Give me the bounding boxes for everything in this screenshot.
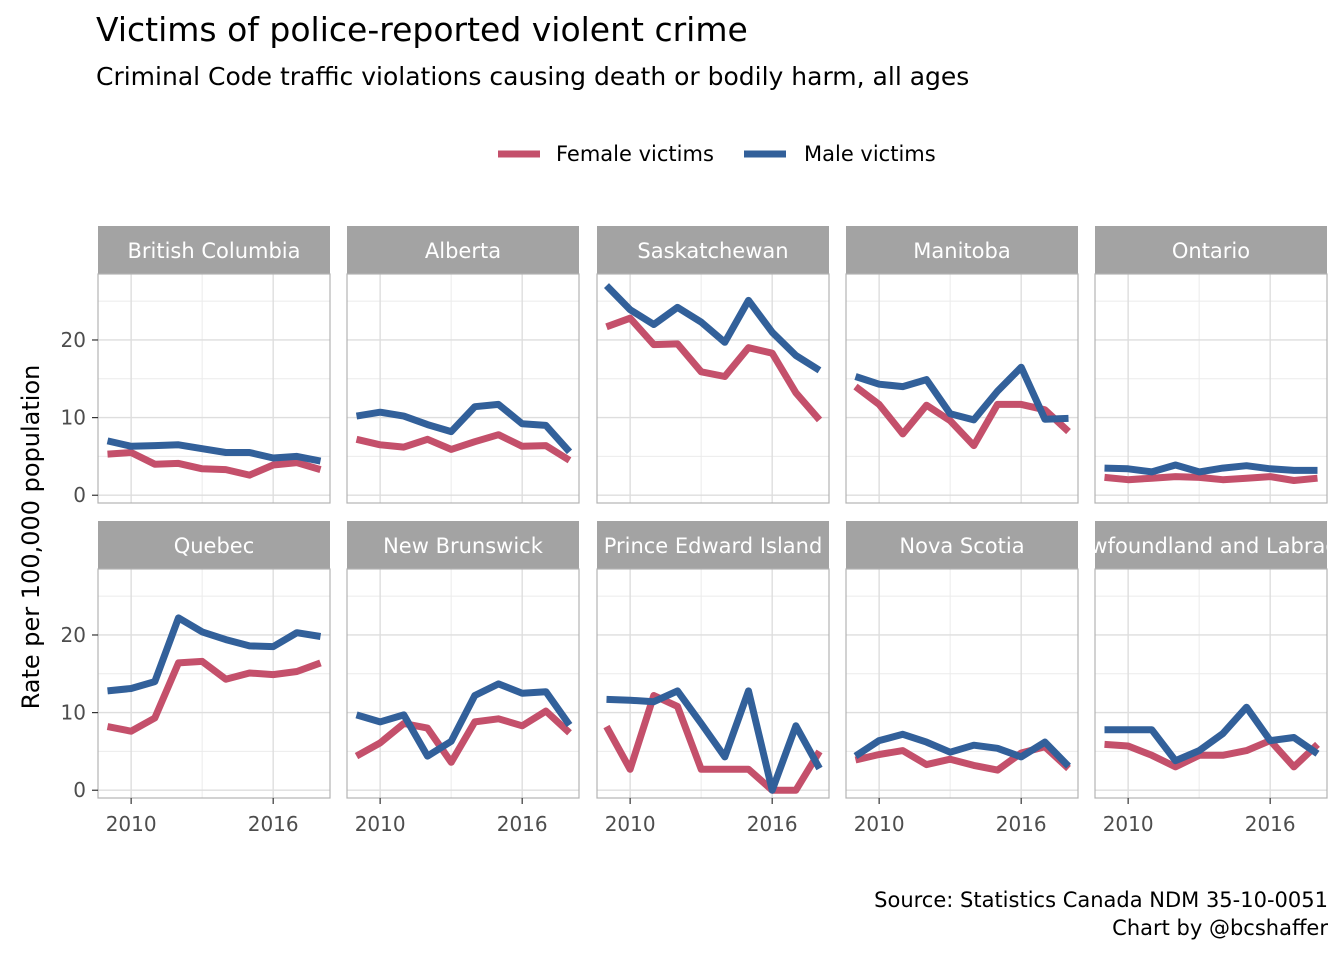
y-tick-label: 0 — [73, 778, 86, 802]
legend-label-female-victims: Female victims — [556, 142, 714, 166]
series-line-female-victims-alberta — [355, 431, 572, 464]
chart-caption: Source: Statistics Canada NDM 35-10-0051… — [874, 886, 1328, 942]
y-tick-label: 20 — [61, 328, 86, 352]
x-tick-label: 2010 — [106, 812, 157, 836]
panel-newfoundland-and-labrador: Newfoundland and Labrador 2010 2016 — [1062, 521, 1344, 836]
strip-alberta — [347, 226, 579, 274]
strip-label-new-brunswick: New Brunswick — [383, 534, 544, 558]
strip-newfoundland-and-labrador — [1095, 521, 1327, 569]
panel-border-new-brunswick — [346, 568, 580, 799]
y-axis-title: Rate per 100,000 population — [17, 365, 45, 710]
series-line-male-victims-newfoundland-and-labrador — [1104, 703, 1320, 765]
panel-prince-edward-island: Prince Edward Island 2010 2016 — [596, 521, 830, 836]
series-line-female-victims-prince-edward-island — [603, 692, 823, 794]
series-line-female-victims-british-columbia — [107, 449, 322, 479]
strip-nova-scotia — [846, 521, 1078, 569]
y-tick-label: 0 — [73, 483, 86, 507]
series-line-male-victims-prince-edward-island — [606, 687, 823, 794]
panel-new-brunswick: New Brunswick 2010 2016 — [346, 521, 580, 836]
series-line-male-victims-ontario — [1104, 461, 1318, 476]
panel-border-saskatchewan — [596, 273, 830, 504]
panel-border-nova-scotia — [845, 568, 1079, 799]
panel-alberta: Alberta — [346, 226, 580, 504]
series-line-female-victims-quebec — [106, 657, 322, 735]
series-line-male-victims-new-brunswick — [355, 680, 573, 760]
chart-subtitle: Criminal Code traffic violations causing… — [96, 62, 970, 91]
panel-manitoba: Manitoba — [845, 226, 1079, 504]
strip-saskatchewan — [597, 226, 829, 274]
x-tick-label: 2010 — [355, 812, 406, 836]
x-tick-label: 2016 — [747, 812, 798, 836]
panel-nova-scotia: Nova Scotia 2010 2016 — [845, 521, 1079, 836]
series-line-female-victims-saskatchewan — [605, 314, 823, 423]
x-tick-label: 2016 — [996, 812, 1047, 836]
panel-border-ontario — [1094, 273, 1328, 504]
x-tick-label: 2016 — [1245, 812, 1296, 836]
strip-british-columbia — [98, 226, 330, 274]
panel-border-british-columbia — [97, 273, 331, 504]
panel-saskatchewan: Saskatchewan — [596, 226, 830, 504]
strip-new-brunswick — [347, 521, 579, 569]
legend-label-male-victims: Male victims — [804, 142, 936, 166]
x-tick-label: 2010 — [1103, 812, 1154, 836]
series-line-female-victims-ontario — [1104, 473, 1318, 484]
series-line-female-victims-new-brunswick — [354, 707, 572, 766]
panel-quebec: Quebec 0 10 20 2010 2016 — [61, 521, 331, 836]
panel-british-columbia: British Columbia 0 10 20 — [61, 226, 331, 507]
strip-label-ontario: Ontario — [1172, 239, 1250, 263]
series-line-male-victims-saskatchewan — [603, 283, 822, 374]
x-tick-label: 2010 — [854, 812, 905, 836]
y-tick-label: 10 — [61, 406, 86, 430]
panel-border-prince-edward-island — [596, 568, 830, 799]
strip-prince-edward-island — [597, 521, 829, 569]
series-line-male-victims-quebec — [107, 614, 322, 695]
strip-quebec — [98, 521, 330, 569]
x-tick-label: 2016 — [497, 812, 548, 836]
strip-label-saskatchewan: Saskatchewan — [637, 239, 788, 263]
chart-title: Victims of police-reported violent crime — [96, 10, 748, 49]
strip-label-nova-scotia: Nova Scotia — [899, 534, 1024, 558]
series-line-male-victims-alberta — [355, 400, 573, 455]
strip-label-quebec: Quebec — [174, 534, 255, 558]
series-line-male-victims-manitoba — [854, 363, 1069, 424]
y-tick-label: 10 — [61, 701, 86, 725]
panel-border-manitoba — [845, 273, 1079, 504]
source-note: Source: Statistics Canada NDM 35-10-0051 — [874, 888, 1328, 912]
panel-border-newfoundland-and-labrador — [1094, 568, 1328, 799]
strip-label-manitoba: Manitoba — [913, 239, 1010, 263]
x-tick-label: 2016 — [248, 812, 299, 836]
strip-label-british-columbia: British Columbia — [127, 239, 300, 263]
panel-border-alberta — [346, 273, 580, 504]
strip-ontario — [1095, 226, 1327, 274]
credit-note: Chart by @bcshaffer — [1112, 916, 1328, 940]
strip-label-prince-edward-island: Prince Edward Island — [604, 534, 823, 558]
series-line-male-victims-nova-scotia — [853, 730, 1072, 769]
x-tick-label: 2010 — [605, 812, 656, 836]
strip-label-alberta: Alberta — [425, 239, 501, 263]
series-line-male-victims-british-columbia — [106, 437, 322, 465]
strip-label-newfoundland-and-labrador: Newfoundland and Labrador — [1062, 534, 1344, 558]
series-line-female-victims-manitoba — [853, 383, 1071, 450]
panel-ontario: Ontario — [1094, 226, 1328, 504]
series-line-female-victims-newfoundland-and-labrador — [1104, 737, 1320, 771]
strip-manitoba — [846, 226, 1078, 274]
y-tick-label: 20 — [61, 623, 86, 647]
panel-border-quebec — [97, 568, 331, 799]
